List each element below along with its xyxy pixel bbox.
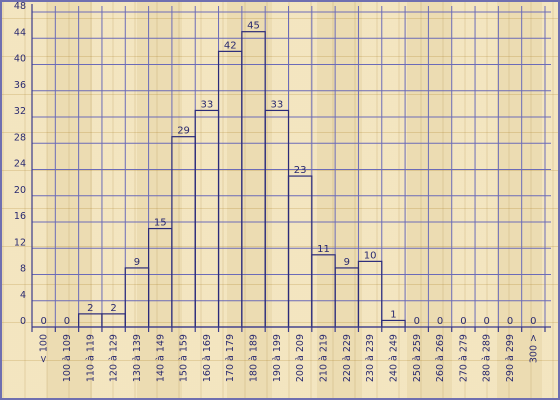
bar (287, 175, 313, 328)
y-tick-label: 20 (14, 185, 26, 196)
bar-value-label: 29 (177, 126, 190, 137)
bar-value-label: 2 (87, 303, 93, 314)
y-tick-label: 12 (14, 237, 26, 248)
bar (101, 313, 126, 328)
x-tick-label: 150 à 159 (179, 334, 190, 382)
bar-value-label: 33 (201, 99, 214, 110)
bar-value-label: 0 (40, 316, 46, 327)
y-tick-label: 36 (14, 80, 26, 91)
bar-value-label: 0 (460, 316, 466, 327)
x-tick-label: 260 à 269 (435, 334, 446, 382)
x-tick-label: 200 à 209 (295, 334, 306, 382)
y-tick-label: 16 (14, 211, 26, 222)
bar (217, 50, 243, 328)
bar-value-label: 0 (414, 316, 420, 327)
y-tick-label: 4 (20, 290, 26, 301)
x-tick-label: 220 à 229 (342, 334, 353, 382)
bar-value-label: 1 (390, 309, 396, 320)
bar (241, 31, 266, 328)
bar (311, 254, 336, 328)
x-tick-label: 100 à 109 (62, 334, 73, 382)
bar-value-label: 23 (294, 165, 307, 176)
bar-value-label: 9 (344, 257, 350, 268)
bar-value-label: 42 (224, 40, 237, 51)
x-tick-label: 230 à 239 (365, 334, 376, 382)
x-tick-label: 250 à 259 (412, 334, 423, 382)
grid-lines (31, 6, 551, 327)
bar (171, 136, 196, 328)
axes (31, 4, 551, 332)
x-tick-label: 160 à 169 (202, 334, 213, 382)
x-tick-label: 210 à 219 (318, 334, 329, 382)
bar-value-label: 0 (484, 316, 490, 327)
bar-value-label: 45 (247, 21, 260, 32)
bar (357, 260, 383, 328)
x-tick-label: 300 > (528, 334, 539, 363)
bar (124, 267, 150, 328)
bar-value-label: 15 (154, 218, 167, 229)
bar-value-label: 0 (507, 316, 513, 327)
y-tick-label: 24 (14, 159, 26, 170)
bar-value-label: 2 (110, 303, 116, 314)
bar (147, 227, 173, 328)
x-tick-label: 170 à 179 (225, 334, 236, 382)
y-tick-label: 0 (20, 316, 26, 327)
bar (78, 313, 103, 328)
x-tick-label: 290 à 299 (505, 334, 516, 382)
bars (78, 31, 406, 328)
bar-value-label: 0 (530, 316, 536, 327)
x-tick-label: 270 à 279 (458, 334, 469, 382)
bar-value-label: 33 (270, 99, 283, 110)
x-tick-label: 240 à 249 (388, 334, 399, 382)
x-tick-label: 110 à 119 (85, 334, 96, 382)
y-tick-label: 8 (20, 264, 26, 275)
y-tick-label: 44 (14, 27, 26, 38)
x-tick-labels: < 100 100 à 109 110 à 119 120 à 129 130 à 13… (39, 334, 540, 382)
bar-value-label: 10 (364, 250, 377, 261)
bar (381, 319, 406, 328)
x-tick-label: 190 à 199 (272, 334, 283, 382)
bar (334, 267, 360, 328)
bar-value-label: 9 (134, 257, 140, 268)
bar-value-label: 11 (317, 244, 330, 255)
x-tick-label: 140 à 149 (155, 334, 166, 382)
x-tick-label: 120 à 129 (109, 334, 120, 382)
y-tick-label: 28 (14, 132, 26, 143)
x-tick-label: 280 à 289 (482, 334, 493, 382)
y-tick-label: 40 (14, 54, 26, 65)
x-tick-label: < 100 (39, 334, 50, 363)
y-tick-label: 48 (14, 2, 26, 12)
y-tick-label: 32 (14, 106, 26, 117)
bar-value-label: 0 (64, 316, 70, 327)
x-tick-label: 180 à 189 (249, 334, 260, 382)
x-tick-label: 130 à 139 (132, 334, 143, 382)
bar-value-label: 0 (437, 316, 443, 327)
